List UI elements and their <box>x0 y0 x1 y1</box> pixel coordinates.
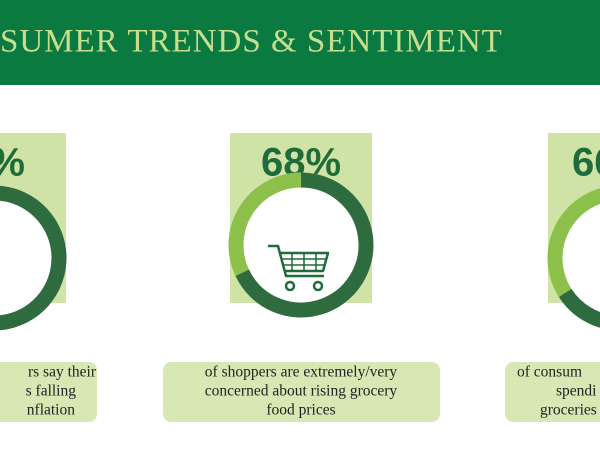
donut-share <box>0 185 67 331</box>
cart-wheel <box>312 280 324 292</box>
header-title: SUMER TRENDS & SENTIMENT <box>0 24 503 60</box>
caption-line: of shoppers are extremely/very <box>205 364 398 381</box>
header-band <box>0 0 600 85</box>
panel: 68%of shoppers are extremely/veryconcern… <box>163 133 440 422</box>
caption-line: spendi <box>556 383 597 400</box>
caption-line: food prices <box>266 402 335 419</box>
caption-box <box>0 362 97 422</box>
caption-line: groceries <box>540 402 597 419</box>
caption-box <box>163 362 440 422</box>
cart-grid <box>282 253 326 271</box>
donut-rest <box>547 188 600 297</box>
panel: % rs say their s falling nflation <box>0 133 97 422</box>
caption-line: of consum <box>517 364 582 381</box>
donut-rest <box>228 172 302 276</box>
donut-share <box>558 288 600 328</box>
donut-hole <box>228 172 374 318</box>
caption-line: nflation <box>27 402 75 419</box>
panels: % rs say their s falling nflation 68%of shop… <box>0 133 600 422</box>
caption-line: rs say their <box>28 364 97 381</box>
donut-share <box>235 172 374 318</box>
panel: 66 of consum spendi groceries <box>505 133 600 422</box>
caption-line: s falling <box>26 383 77 400</box>
percent-label: % <box>0 141 25 185</box>
caption-line: concerned about rising grocery <box>205 383 398 400</box>
caption-box <box>505 362 600 422</box>
percent-label: 66 <box>572 141 600 185</box>
cart-wheel <box>284 280 296 292</box>
cart-icon <box>268 244 330 292</box>
